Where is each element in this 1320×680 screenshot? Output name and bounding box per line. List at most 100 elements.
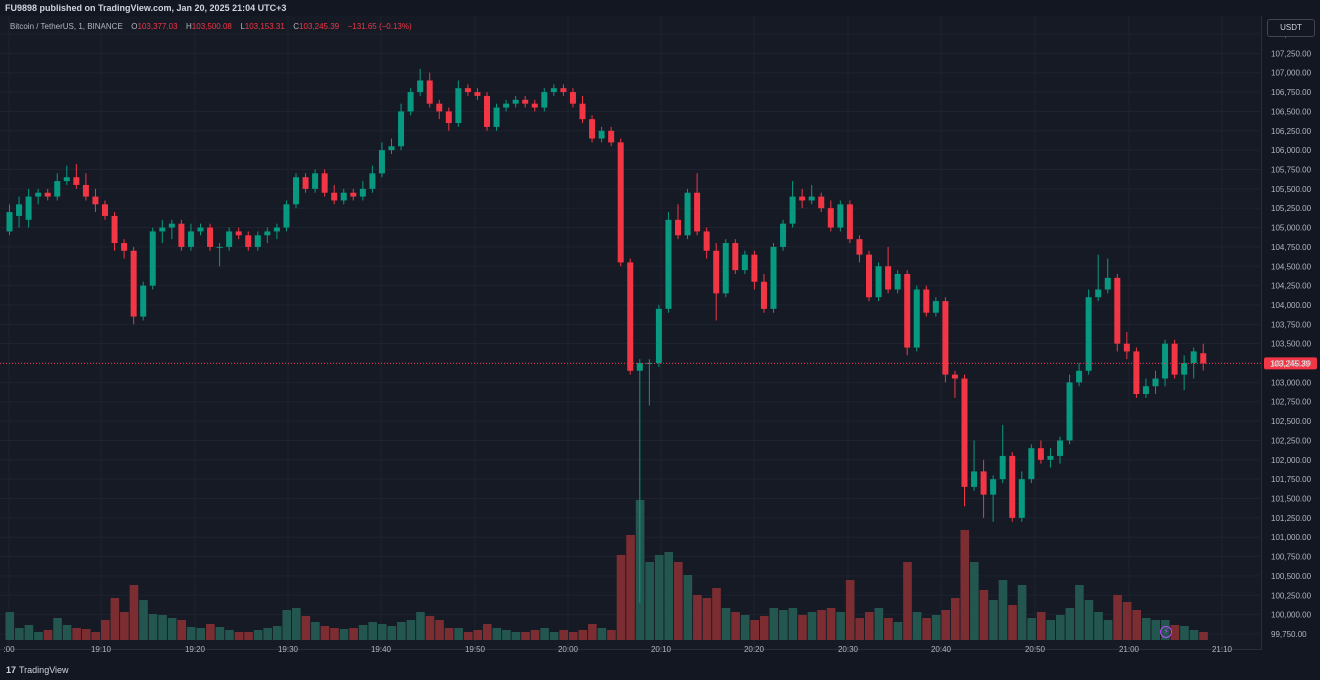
candle[interactable] bbox=[283, 200, 290, 232]
candle[interactable] bbox=[417, 68, 424, 96]
candle[interactable] bbox=[569, 88, 576, 108]
candle[interactable] bbox=[1171, 339, 1178, 379]
currency-button[interactable]: USDT bbox=[1267, 19, 1315, 37]
candle[interactable] bbox=[1066, 374, 1073, 445]
candle[interactable] bbox=[1009, 452, 1016, 522]
candle[interactable] bbox=[951, 370, 958, 398]
candle[interactable] bbox=[92, 188, 99, 213]
candle[interactable] bbox=[675, 204, 681, 240]
candle[interactable] bbox=[293, 173, 299, 209]
candle[interactable] bbox=[73, 164, 80, 189]
candle[interactable] bbox=[1114, 274, 1121, 352]
candle[interactable] bbox=[388, 138, 395, 154]
candle[interactable] bbox=[464, 84, 471, 96]
candle[interactable] bbox=[216, 243, 223, 267]
candle[interactable] bbox=[35, 188, 42, 205]
candle[interactable] bbox=[149, 227, 156, 290]
candle[interactable] bbox=[102, 200, 108, 220]
candle[interactable] bbox=[846, 200, 853, 244]
candle[interactable] bbox=[655, 304, 662, 367]
candle[interactable] bbox=[321, 169, 328, 197]
candle[interactable] bbox=[961, 374, 968, 507]
candle[interactable] bbox=[484, 92, 490, 131]
candle[interactable] bbox=[923, 285, 930, 317]
candle[interactable] bbox=[1085, 289, 1092, 375]
candle[interactable] bbox=[827, 200, 834, 232]
candle[interactable] bbox=[407, 88, 414, 116]
candle[interactable] bbox=[207, 223, 214, 251]
candle[interactable] bbox=[751, 250, 758, 290]
candle[interactable] bbox=[1018, 471, 1025, 522]
candle[interactable] bbox=[54, 173, 61, 201]
candle[interactable] bbox=[837, 200, 844, 232]
candle[interactable] bbox=[168, 219, 175, 240]
candle[interactable] bbox=[617, 138, 624, 267]
candle[interactable] bbox=[665, 212, 672, 313]
candle[interactable] bbox=[1104, 258, 1111, 294]
candle[interactable] bbox=[732, 239, 739, 274]
candle[interactable] bbox=[856, 235, 863, 263]
candle[interactable] bbox=[130, 246, 137, 325]
candlestick-chart[interactable]: 103,245.39 99,750.00 100,000.00 100,250.00… bbox=[0, 0, 1320, 660]
candle[interactable] bbox=[713, 243, 720, 321]
candle[interactable] bbox=[550, 84, 557, 96]
candle[interactable] bbox=[808, 184, 815, 205]
candle[interactable] bbox=[789, 181, 796, 228]
candle[interactable] bbox=[445, 107, 452, 131]
lightning-icon[interactable]: ⚡ bbox=[1160, 626, 1172, 638]
candle[interactable] bbox=[44, 188, 51, 201]
candle[interactable] bbox=[378, 142, 385, 178]
candle[interactable] bbox=[1057, 436, 1063, 464]
candle[interactable] bbox=[1181, 355, 1188, 391]
candle[interactable] bbox=[913, 285, 920, 352]
candle[interactable] bbox=[799, 188, 806, 209]
candle[interactable] bbox=[140, 281, 147, 321]
candle[interactable] bbox=[254, 231, 261, 251]
candle[interactable] bbox=[1095, 254, 1102, 302]
candle[interactable] bbox=[1142, 378, 1149, 398]
candle[interactable] bbox=[722, 239, 729, 298]
candle[interactable] bbox=[608, 126, 615, 147]
candle[interactable] bbox=[350, 188, 357, 201]
candle[interactable] bbox=[187, 223, 194, 251]
candle[interactable] bbox=[1037, 440, 1044, 464]
candle[interactable] bbox=[980, 459, 987, 518]
candle[interactable] bbox=[579, 95, 586, 124]
candle[interactable] bbox=[904, 270, 911, 356]
candle[interactable] bbox=[340, 188, 347, 205]
candle[interactable] bbox=[885, 246, 892, 294]
candle[interactable] bbox=[25, 188, 32, 228]
candle[interactable] bbox=[245, 231, 252, 251]
candle[interactable] bbox=[111, 212, 118, 251]
candle[interactable] bbox=[627, 258, 634, 375]
tradingview-logo[interactable]: 17 TradingView bbox=[6, 660, 69, 680]
candle[interactable] bbox=[503, 99, 510, 112]
candle[interactable] bbox=[999, 424, 1006, 484]
candle[interactable] bbox=[1123, 332, 1130, 360]
candle[interactable] bbox=[512, 95, 519, 108]
candle[interactable] bbox=[684, 188, 691, 240]
candle[interactable] bbox=[426, 72, 433, 108]
candle[interactable] bbox=[1076, 363, 1083, 387]
candle[interactable] bbox=[636, 359, 643, 604]
candle[interactable] bbox=[436, 99, 443, 120]
candle[interactable] bbox=[273, 223, 280, 240]
candle[interactable] bbox=[63, 165, 70, 185]
candle[interactable] bbox=[159, 219, 166, 244]
candle[interactable] bbox=[16, 196, 23, 228]
candle[interactable] bbox=[1133, 347, 1140, 398]
candle[interactable] bbox=[359, 181, 366, 201]
candle[interactable] bbox=[818, 192, 825, 213]
candle[interactable] bbox=[971, 440, 978, 491]
candle[interactable] bbox=[531, 99, 538, 112]
candle[interactable] bbox=[6, 204, 13, 236]
candle[interactable] bbox=[331, 184, 338, 205]
candle[interactable] bbox=[1200, 343, 1207, 371]
candle[interactable] bbox=[760, 274, 767, 313]
candle[interactable] bbox=[589, 115, 596, 143]
candle[interactable] bbox=[522, 95, 529, 108]
candle[interactable] bbox=[197, 223, 204, 236]
candle[interactable] bbox=[875, 262, 882, 302]
candle[interactable] bbox=[646, 359, 653, 406]
candle[interactable] bbox=[474, 88, 481, 100]
